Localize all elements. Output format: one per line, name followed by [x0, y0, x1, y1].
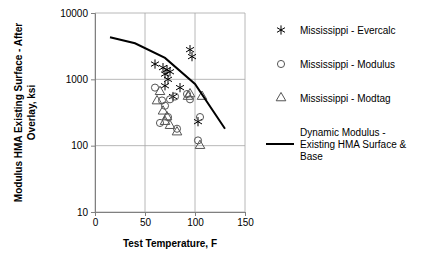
series-line [110, 37, 225, 128]
point [171, 93, 178, 100]
legend-item: Mississippi - Modtag [276, 92, 390, 104]
x-axis: 0 50 100 150 [93, 212, 255, 228]
legend-item: Mississippi - Modulus [277, 59, 395, 70]
plot-area [110, 37, 225, 148]
tick-label: 150 [237, 217, 254, 228]
point [152, 96, 162, 104]
grid [95, 13, 245, 212]
axis-line [91, 14, 96, 213]
point [185, 89, 195, 97]
tick-label: 100 [71, 140, 88, 151]
point [166, 67, 174, 76]
point [186, 45, 194, 54]
tick: 1000 [66, 74, 95, 85]
axis-line [96, 213, 246, 217]
point [176, 83, 184, 92]
tick-label: 1000 [66, 74, 89, 85]
y-axis-title: Modulus HMA Existing Surface - AfterOver… [13, 23, 37, 202]
tick: 150 [237, 212, 254, 228]
text-line: Base [300, 151, 323, 162]
point [172, 127, 182, 135]
legend-label: Mississippi - Modtag [300, 93, 391, 104]
x-axis-title: Test Temperature, F [123, 238, 217, 249]
tick-mark [245, 212, 246, 216]
tick-mark [91, 13, 95, 14]
y-axis: 10 100 1000 10000 [60, 8, 95, 218]
tick: 100 [71, 140, 95, 151]
tick-label: 100 [187, 217, 204, 228]
point [188, 52, 196, 61]
legend: Mississippi - Evercalc Mississippi - Modu… [266, 25, 406, 162]
text-line: Mississippi - Evercalc [300, 25, 396, 36]
text-line: Mississippi - Modulus [300, 59, 395, 70]
tick-mark [195, 212, 196, 216]
grid-line [95, 13, 245, 14]
tick: 10000 [60, 8, 95, 19]
tick-label: 10 [77, 207, 89, 218]
point [155, 86, 165, 94]
point [196, 113, 203, 120]
tick-mark [145, 212, 146, 216]
tick-mark [91, 79, 95, 80]
text-line: Overlay, ksi [26, 85, 37, 141]
legend-swatch [276, 92, 286, 100]
legend-label: Mississippi - Evercalc [300, 25, 396, 36]
grid-line [95, 79, 245, 80]
tick-label: 50 [140, 217, 152, 228]
tick: 0 [93, 212, 99, 228]
point [162, 112, 172, 120]
legend-item: Dynamic Modulus -Existing HMA Surface &B… [266, 127, 406, 162]
tick-mark [91, 212, 95, 213]
legend-swatch [277, 60, 284, 67]
tick-mark [91, 146, 95, 147]
legend-swatch [266, 143, 294, 145]
text-line: Modulus HMA Existing Surface - After [13, 23, 24, 202]
text-line: Existing HMA Surface & [300, 139, 406, 150]
text-line: Mississippi - Modtag [300, 93, 391, 104]
grid-line [95, 145, 245, 146]
point [194, 117, 202, 126]
legend-label: Mississippi - Modulus [300, 59, 395, 70]
grid-line [145, 13, 146, 212]
legend-item: Mississippi - Evercalc [277, 25, 396, 36]
grid-line [245, 13, 246, 212]
tick-label: 0 [93, 217, 99, 228]
tick: 50 [140, 212, 152, 228]
tick-label: 10000 [60, 8, 88, 19]
legend-label: Dynamic Modulus -Existing HMA Surface &B… [300, 127, 406, 162]
text-line: Dynamic Modulus - [300, 127, 386, 138]
chart: 0 50 100 150 10 100 1000 10000 Test Temperature,… [0, 0, 432, 260]
tick: 10 [77, 207, 95, 218]
legend-swatch [277, 25, 285, 34]
point [165, 120, 175, 128]
point [195, 140, 205, 148]
tick: 100 [187, 212, 204, 228]
grid-line [195, 13, 196, 212]
point [151, 59, 159, 68]
